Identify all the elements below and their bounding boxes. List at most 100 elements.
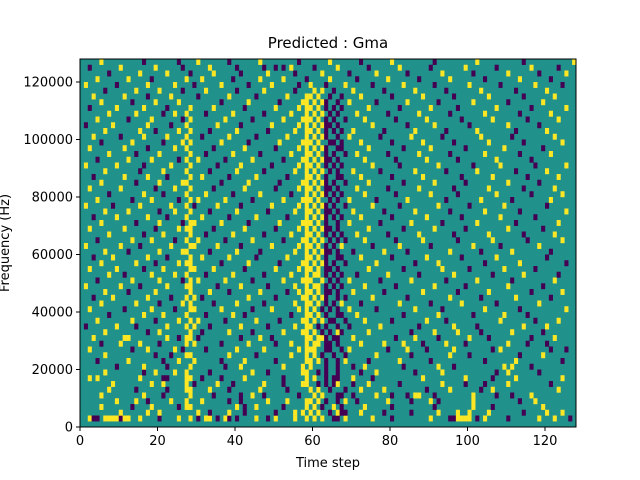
heatmap-cell <box>297 185 302 192</box>
heatmap-cell <box>204 110 209 117</box>
heatmap-cell <box>277 139 282 146</box>
heatmap-cell <box>537 243 542 249</box>
heatmap-cell <box>169 122 174 129</box>
heatmap-cell <box>564 105 569 111</box>
heatmap-cell <box>153 225 158 232</box>
heatmap-cell <box>254 317 259 324</box>
heatmap-cell <box>188 128 193 134</box>
heatmap-cell <box>335 312 340 318</box>
heatmap-cell <box>277 260 282 267</box>
heatmap-cell <box>169 398 174 405</box>
heatmap-cell <box>235 64 240 71</box>
heatmap-cell <box>312 352 317 359</box>
heatmap-cell <box>545 128 550 134</box>
heatmap-cell <box>242 404 247 410</box>
heatmap-cell <box>91 335 96 341</box>
heatmap-cell <box>320 110 325 117</box>
heatmap-cell <box>494 156 499 163</box>
heatmap-cell <box>529 105 534 111</box>
heatmap-cell <box>149 381 154 387</box>
heatmap-cell <box>188 139 193 146</box>
heatmap-cell <box>393 191 398 198</box>
heatmap-cell <box>273 358 278 364</box>
heatmap-cell <box>393 156 398 163</box>
heatmap-cell <box>111 254 116 261</box>
heatmap-cell <box>552 93 557 100</box>
heatmap-cell <box>83 82 88 88</box>
heatmap-cell <box>215 381 220 387</box>
heatmap-cell <box>91 93 96 100</box>
heatmap-cell <box>184 237 189 244</box>
heatmap-cell <box>316 271 321 278</box>
heatmap-cell <box>483 110 488 117</box>
heatmap-cell <box>560 139 565 146</box>
heatmap-cell <box>459 116 464 123</box>
heatmap-cell <box>308 208 313 215</box>
heatmap-cell <box>188 404 193 410</box>
heatmap-cell <box>351 87 356 94</box>
heatmap-cell <box>390 214 395 221</box>
heatmap-cell <box>165 375 170 382</box>
heatmap-cell <box>339 404 344 410</box>
heatmap-cell <box>304 260 309 267</box>
heatmap-cell <box>103 208 108 215</box>
heatmap-cell <box>269 306 274 313</box>
heatmap-cell <box>359 93 364 100</box>
heatmap-cell <box>541 352 546 359</box>
heatmap-cell <box>401 266 406 272</box>
heatmap-cell <box>378 277 383 284</box>
heatmap-cell <box>355 231 360 238</box>
heatmap-cell <box>126 116 131 123</box>
heatmap-cell <box>281 363 286 370</box>
heatmap-cell <box>444 87 449 94</box>
heatmap-cell <box>219 220 224 226</box>
heatmap-cell <box>448 76 453 83</box>
heatmap-cell <box>316 398 321 405</box>
heatmap-cell <box>324 162 329 169</box>
heatmap-cell <box>370 122 375 129</box>
heatmap-cell <box>455 289 460 295</box>
heatmap-cell <box>145 398 150 405</box>
heatmap-cell <box>339 105 344 111</box>
heatmap-cell <box>95 277 100 284</box>
heatmap-cell <box>347 133 352 140</box>
heatmap-cell <box>227 93 232 100</box>
heatmap-cell <box>521 139 526 146</box>
y-tick-label: 80000 <box>32 191 73 206</box>
heatmap-cell <box>347 197 352 203</box>
heatmap-cell <box>207 128 212 134</box>
heatmap-cell <box>409 133 414 140</box>
heatmap-cell <box>308 197 313 203</box>
heatmap-cell <box>324 358 329 364</box>
heatmap-cell <box>103 168 108 175</box>
heatmap-cell <box>157 179 162 186</box>
heatmap-cell <box>405 294 410 301</box>
heatmap-cell <box>312 179 317 186</box>
heatmap-cell <box>409 398 414 405</box>
heatmap-cell <box>118 185 123 192</box>
heatmap-cell <box>467 335 472 341</box>
heatmap-cell <box>378 133 383 140</box>
heatmap-cell <box>401 340 406 347</box>
heatmap-cell <box>421 237 426 244</box>
heatmap-cell <box>223 277 228 284</box>
heatmap-cell <box>289 64 294 71</box>
heatmap-cell <box>328 185 333 192</box>
heatmap-cell <box>362 317 367 324</box>
heatmap-cell <box>258 151 263 157</box>
heatmap-cell <box>130 237 135 244</box>
heatmap-cell <box>401 179 406 186</box>
heatmap-cell <box>188 386 193 393</box>
heatmap-cell <box>297 145 302 152</box>
heatmap-cell <box>297 122 302 129</box>
heatmap-cell <box>529 363 534 370</box>
heatmap-cell <box>347 323 352 330</box>
heatmap-cell <box>343 409 348 416</box>
heatmap-cell <box>134 398 139 405</box>
heatmap-cell <box>459 415 464 422</box>
heatmap-cell <box>142 105 147 111</box>
heatmap-cell <box>517 352 522 359</box>
heatmap-cell <box>196 59 201 65</box>
y-axis-label: Frequency (Hz) <box>0 194 13 292</box>
heatmap-cell <box>316 283 321 290</box>
